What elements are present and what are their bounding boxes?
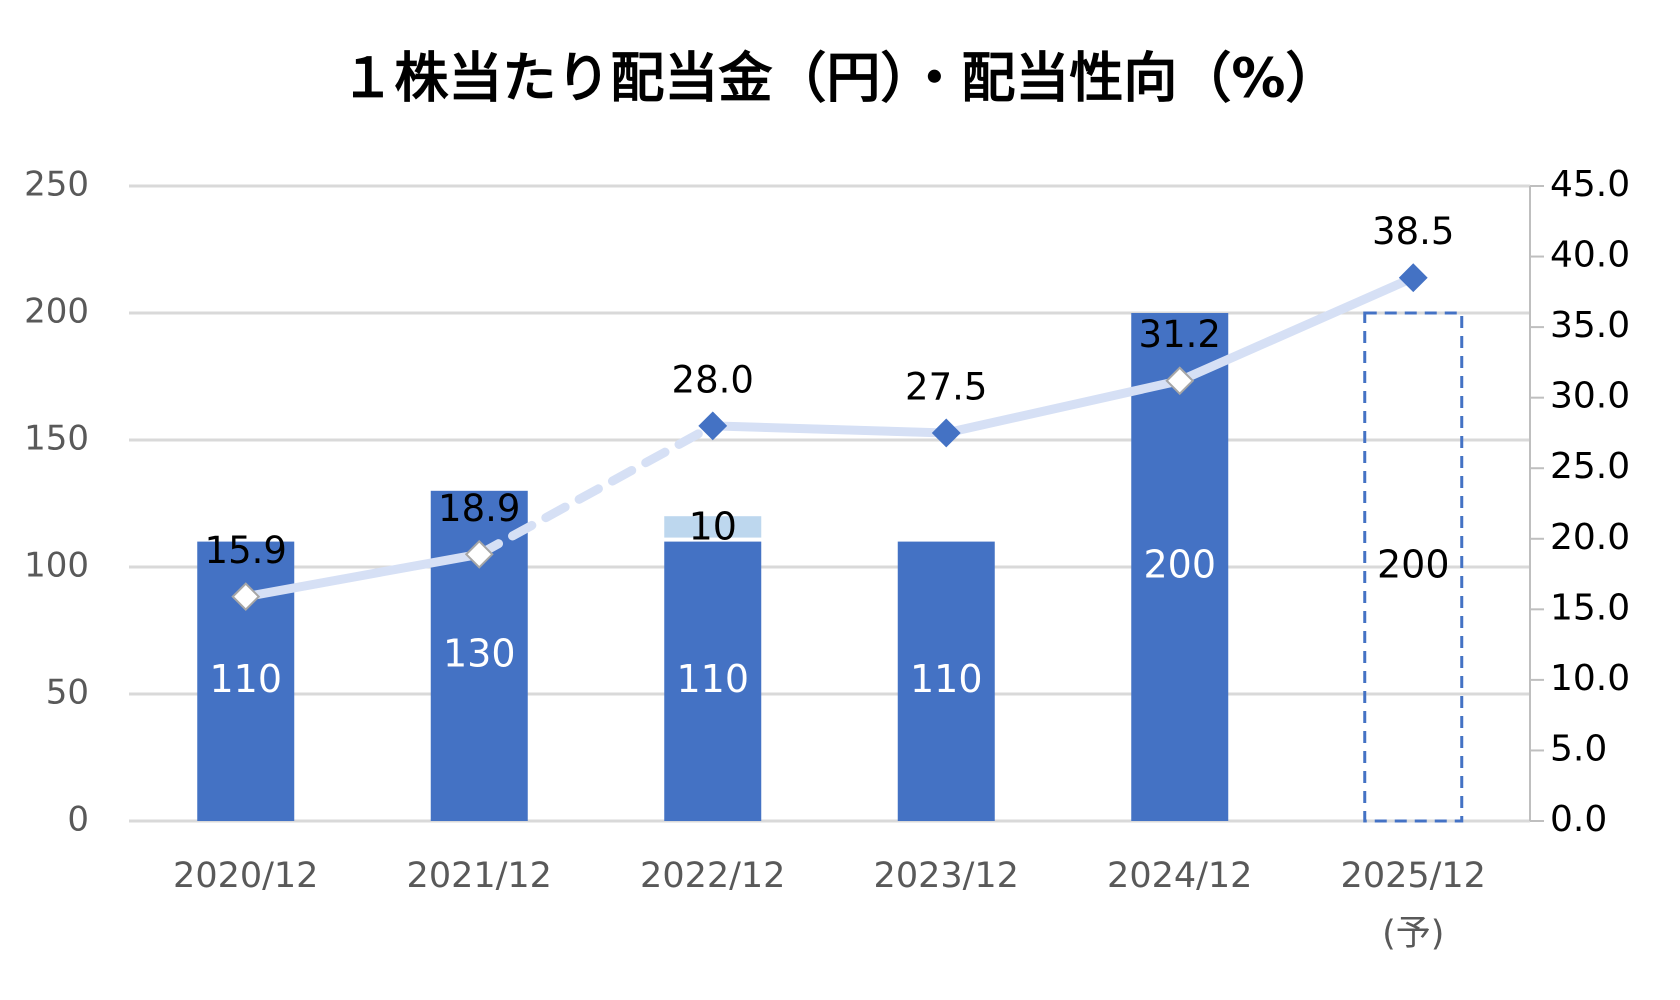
bar <box>1363 311 1464 823</box>
line-value-label: 28.0 <box>672 358 754 401</box>
line-value-label: 27.5 <box>905 365 987 408</box>
chart-title: １株当たり配当金（円）・配当性向（%） <box>340 47 1339 110</box>
y-tick-label: 0 <box>67 800 89 840</box>
y2-tick-label: 10.0 <box>1550 658 1630 699</box>
line-marker <box>1398 263 1428 293</box>
bar <box>897 541 995 821</box>
y2-tick-label: 40.0 <box>1550 235 1630 276</box>
y-tick-label: 50 <box>46 673 89 713</box>
bar-value-label: 200 <box>1377 543 1450 587</box>
y2-tick-label: 45.0 <box>1550 164 1630 205</box>
line-value-label: 15.9 <box>205 529 287 572</box>
line-value-label: 38.5 <box>1372 210 1454 253</box>
y-tick-label: 200 <box>24 292 89 332</box>
line-segment <box>1175 273 1418 386</box>
x-tick-label: 2020/12 <box>173 856 319 896</box>
y-tick-label: 100 <box>24 546 89 586</box>
y2-tick-label: 15.0 <box>1550 587 1630 628</box>
x-tick-label: 2025/12 (予) <box>1340 856 1486 954</box>
y2-tick-label: 30.0 <box>1550 376 1630 417</box>
x-tick-label: 2024/12 <box>1107 856 1253 896</box>
x-tick-label: 2023/12 <box>873 856 1019 896</box>
line-segment <box>941 376 1185 438</box>
x-tick-label: 2021/12 <box>406 856 552 896</box>
y2-tick-label: 35.0 <box>1550 305 1630 346</box>
line-marker <box>698 411 728 441</box>
bar <box>664 516 762 538</box>
line-segment <box>241 549 484 602</box>
bar-value-label: 110 <box>209 657 282 701</box>
bar-value-label: 200 <box>1143 543 1216 587</box>
bar-value-label: 130 <box>443 631 516 675</box>
x-tick-label: 2022/12 <box>640 856 786 896</box>
y2-tick-label: 25.0 <box>1550 446 1630 487</box>
y2-tick-label: 5.0 <box>1550 728 1607 769</box>
y2-tick-label: 0.0 <box>1550 799 1607 840</box>
line-marker <box>931 418 961 448</box>
line-segment <box>474 421 718 559</box>
y2-tick-label: 20.0 <box>1550 517 1630 558</box>
line-segment <box>708 421 951 438</box>
line-marker <box>1165 366 1195 396</box>
bar-value-label: 10 <box>689 504 737 548</box>
bar-value-label: 110 <box>676 657 749 701</box>
y-tick-label: 150 <box>24 419 89 459</box>
line-marker <box>231 582 261 612</box>
line-value-label: 31.2 <box>1139 313 1221 356</box>
y-tick-label: 250 <box>24 165 89 205</box>
bar-value-label: 110 <box>910 657 983 701</box>
bar <box>1131 313 1229 821</box>
bar <box>664 541 762 821</box>
line-value-label: 18.9 <box>438 487 520 530</box>
line-marker <box>464 539 494 569</box>
